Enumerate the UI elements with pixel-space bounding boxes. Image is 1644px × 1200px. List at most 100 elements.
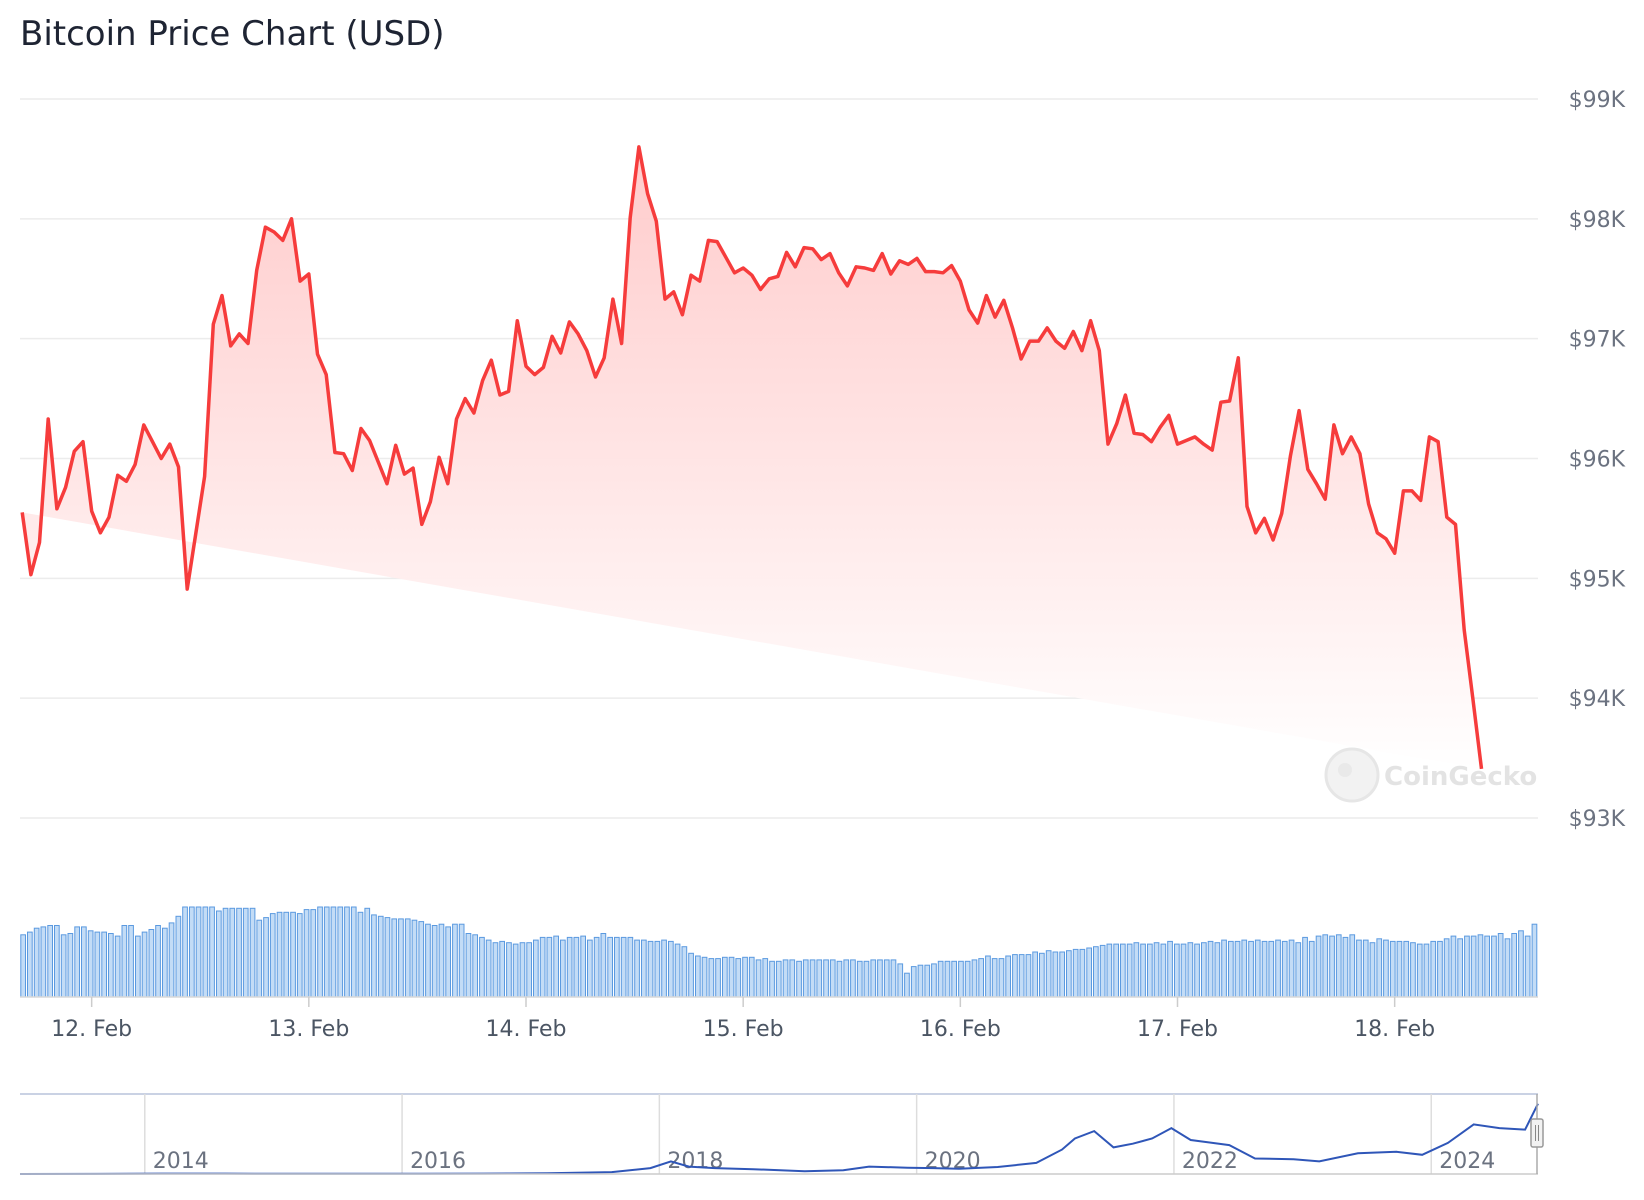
volume-bar [985, 955, 991, 998]
volume-bar [1524, 935, 1531, 998]
volume-bar [1443, 938, 1450, 998]
volume-bar [391, 918, 398, 998]
volume-bar [1039, 952, 1045, 998]
volume-bar [87, 930, 94, 998]
volume-bar [1430, 940, 1437, 998]
volume-bar [1187, 942, 1194, 998]
volume-bars [20, 906, 1538, 998]
volume-bar [674, 943, 681, 998]
volume-bar [1025, 954, 1032, 998]
x-tick-label: 18. Feb [1354, 1017, 1435, 1042]
volume-bar [1369, 942, 1376, 998]
volume-bar [971, 959, 978, 998]
volume-bar [877, 959, 883, 998]
volume-bar [114, 935, 121, 998]
volume-bar [229, 907, 236, 998]
volume-bar [1504, 938, 1511, 998]
navigator-year-label: 2020 [925, 1149, 981, 1174]
volume-bar [27, 931, 33, 998]
volume-bar [425, 923, 431, 998]
volume-bar [782, 959, 789, 998]
volume-bar [715, 958, 721, 998]
volume-bar [728, 956, 735, 998]
volume-bar [249, 907, 256, 998]
volume-bar [856, 960, 863, 998]
volume-bar [924, 964, 931, 998]
volume-bar [614, 936, 620, 998]
volume-bar [1410, 942, 1416, 998]
volume-bar [998, 958, 1005, 998]
chart-title: Bitcoin Price Chart (USD) [20, 14, 445, 54]
volume-bar [553, 935, 559, 998]
volume-bar [668, 940, 674, 998]
volume-bar [121, 925, 128, 998]
volume-bar [641, 939, 647, 998]
volume-bar [485, 939, 492, 998]
volume-bar [688, 952, 694, 998]
volume-bar [141, 931, 148, 998]
volume-bar [1214, 942, 1221, 998]
x-tick-label: 12. Feb [51, 1017, 132, 1042]
volume-bar [958, 960, 964, 998]
y-tick-label: $96K [1569, 448, 1626, 473]
volume-bar [148, 929, 155, 998]
navigator-handle[interactable] [1530, 1118, 1544, 1148]
volume-bar [1261, 940, 1268, 998]
x-tick-label: 13. Feb [268, 1017, 349, 1042]
volume-bar [202, 906, 209, 998]
volume-bar [1045, 950, 1052, 998]
volume-bar [647, 940, 654, 998]
y-axis-labels: $99K $98K $97K $96K $95K $94K $93K [1569, 88, 1626, 832]
volume-bar [492, 942, 499, 998]
volume-bar [1531, 923, 1538, 998]
volume-bar [1120, 943, 1126, 998]
volume-bar [438, 923, 445, 998]
volume-bar [748, 956, 755, 998]
volume-bar [296, 913, 303, 998]
volume-bar [222, 907, 229, 998]
volume-bar [94, 931, 101, 998]
volume-bar [1288, 939, 1295, 998]
volume-bar [1052, 951, 1059, 998]
volume-bar [74, 926, 81, 998]
volume-bar [991, 958, 998, 998]
volume-bar [1153, 942, 1160, 998]
volume-bar [1308, 940, 1315, 998]
volume-bar [1484, 935, 1491, 998]
volume-bar [978, 958, 984, 998]
volume-bar [573, 936, 580, 998]
volume-bar [195, 906, 202, 998]
volume-bar [1241, 939, 1248, 998]
volume-bar [1005, 955, 1011, 998]
volume-bar [1349, 934, 1356, 998]
volume-bar [418, 921, 425, 998]
volume-bar [108, 933, 114, 998]
volume-bar [910, 966, 917, 998]
volume-bar [33, 927, 40, 998]
volume-bar [742, 956, 748, 998]
volume-bar [479, 936, 485, 998]
volume-bar [276, 911, 283, 998]
volume-bar [1437, 940, 1443, 998]
volume-bar [1133, 942, 1140, 998]
volume-bar [384, 917, 391, 998]
volume-bar [1315, 935, 1322, 998]
volume-bar [1376, 938, 1383, 998]
volume-bar [917, 964, 924, 998]
coingecko-watermark: CoinGecko [1324, 747, 1537, 803]
volume-bar [1383, 939, 1389, 998]
volume-bar [1147, 943, 1153, 998]
volume-bar [1423, 943, 1430, 998]
volume-bar [357, 911, 364, 998]
volume-bar [1275, 939, 1281, 998]
navigator-year-label: 2016 [410, 1149, 466, 1174]
volume-bar [580, 935, 586, 998]
volume-bar [310, 909, 317, 998]
volume-bar [445, 926, 451, 998]
volume-bar [1126, 943, 1133, 998]
volume-bar [1099, 944, 1106, 998]
volume-bar [708, 958, 715, 998]
volume-bar [1450, 935, 1457, 998]
price-series-line [20, 145, 1484, 770]
